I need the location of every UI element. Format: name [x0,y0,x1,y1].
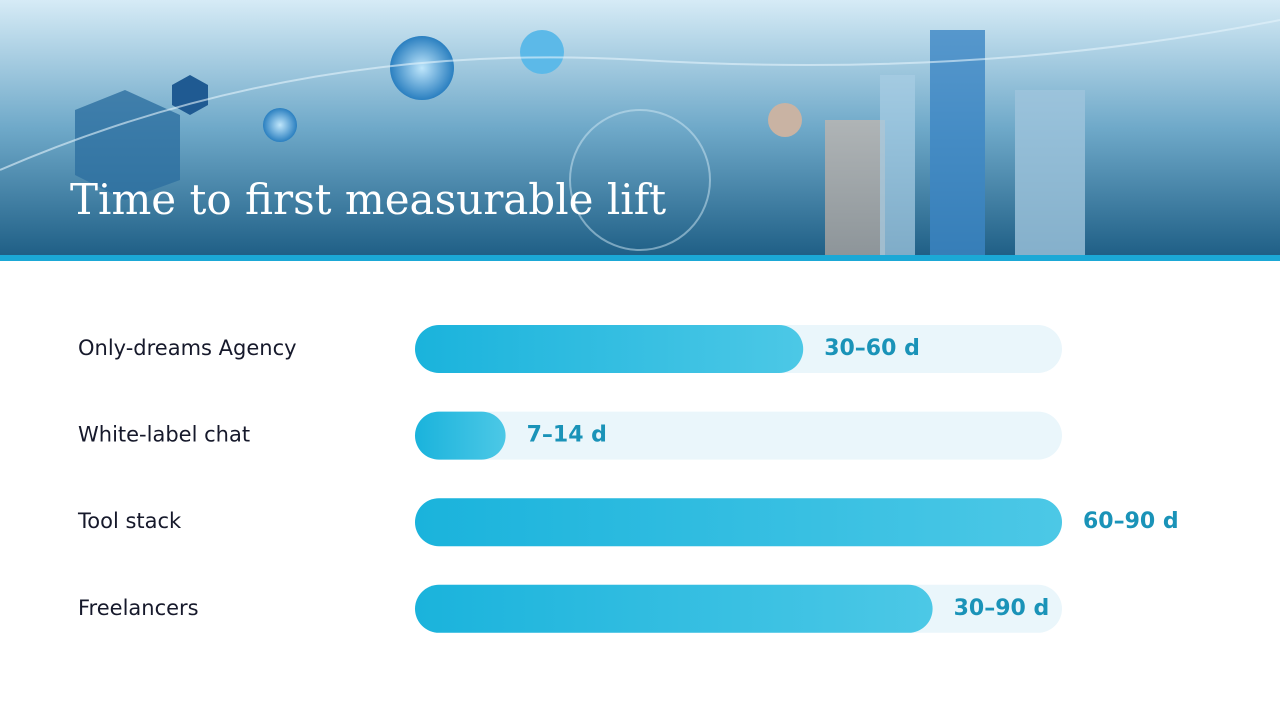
value-label: 30–60 d [824,336,920,361]
category-label: White-label chat [78,423,250,447]
bar [415,411,506,460]
category-label: Only-dreams Agency [78,336,297,360]
value-label: 7–14 d [527,423,607,448]
banner-rule [0,255,1280,261]
bar [415,498,1062,547]
category-label: Freelancers [78,596,199,620]
bar-track [415,411,1062,460]
value-label: 30–90 d [954,596,1050,621]
category-label: Tool stack [77,509,182,533]
chart-title: Time to first measurable lift [70,175,666,224]
banner [0,0,1280,256]
bar [415,584,933,633]
bar [415,325,804,373]
value-label: 60–90 d [1083,509,1179,534]
